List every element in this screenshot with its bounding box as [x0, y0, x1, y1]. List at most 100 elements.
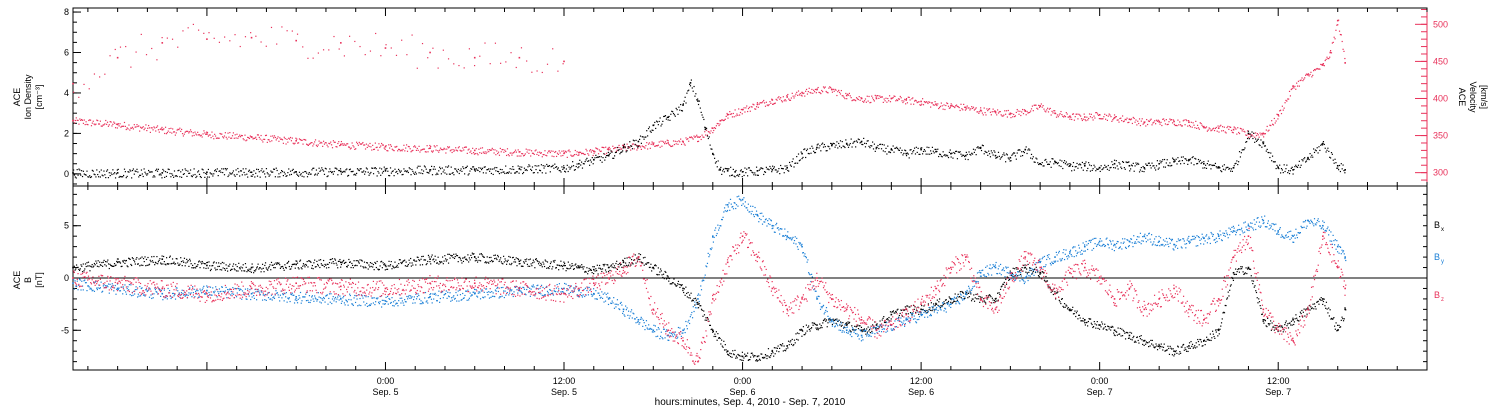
density-dot	[723, 171, 726, 173]
velocity-dot	[481, 147, 484, 149]
bx-dot	[1185, 350, 1188, 352]
bx-dot	[726, 351, 728, 353]
density-dot	[81, 170, 83, 172]
density-dot	[78, 168, 80, 170]
velocity-dot	[375, 146, 377, 149]
bx-dot	[1008, 278, 1011, 281]
density-dot	[746, 168, 748, 170]
velocity-dot	[1177, 119, 1179, 121]
bx-dot	[1169, 345, 1171, 347]
density-dot	[863, 137, 865, 140]
velocity-dot	[823, 87, 826, 89]
bx-dot	[229, 269, 232, 272]
density-point	[340, 170, 342, 173]
velocity-upper-dot	[302, 46, 304, 48]
density-dot	[1205, 167, 1208, 170]
density-dot	[397, 173, 399, 175]
velocity-dot	[589, 149, 592, 151]
velocity-dot	[1309, 73, 1311, 76]
bx-dot	[340, 266, 342, 268]
velocity-dot	[756, 102, 759, 104]
velocity-dot	[285, 143, 287, 145]
velocity-dot	[252, 138, 254, 140]
density-dot	[90, 176, 93, 178]
density-dot	[562, 168, 564, 170]
bx-dot	[495, 257, 497, 259]
density-dot	[1216, 167, 1218, 169]
bx-dot	[1026, 272, 1028, 274]
density-dot	[647, 135, 649, 137]
density-dot	[1135, 162, 1137, 164]
velocity-dot	[147, 127, 149, 129]
density-dot	[592, 163, 594, 165]
bx-dot	[1230, 284, 1232, 286]
bx-dot	[98, 266, 100, 268]
velocity-dot	[378, 143, 380, 145]
density-dot	[384, 168, 386, 170]
velocity-upper-point	[384, 47, 387, 49]
velocity-dot	[1126, 117, 1128, 119]
velocity-dot	[989, 111, 992, 113]
bx-dot	[772, 352, 774, 354]
velocity-dot	[649, 147, 651, 149]
bx-dot	[1005, 283, 1008, 285]
velocity-dot	[521, 152, 523, 155]
velocity-dot	[782, 96, 784, 98]
density-dot	[1291, 166, 1293, 168]
bx-dot	[1237, 268, 1239, 271]
velocity-dot	[113, 121, 115, 123]
bx-dot	[962, 292, 964, 294]
density-dot	[988, 153, 991, 155]
velocity-dot	[557, 153, 559, 155]
bx-dot	[898, 314, 900, 317]
bx-dot	[479, 253, 481, 255]
density-dot	[1284, 170, 1286, 173]
bx-dot	[401, 262, 403, 265]
density-dot	[1173, 159, 1175, 161]
density-dot	[346, 168, 348, 170]
velocity-dot	[1088, 113, 1091, 115]
bx-dot	[380, 261, 382, 263]
velocity-dot	[147, 124, 150, 127]
density-point	[429, 169, 431, 171]
bx-dot	[481, 254, 483, 256]
bx-dot	[579, 265, 581, 267]
velocity-dot	[565, 151, 567, 153]
density-dot	[1172, 158, 1175, 160]
bx-dot	[1199, 338, 1201, 341]
velocity-dot	[696, 134, 698, 136]
velocity-dot	[515, 151, 518, 153]
density-dot	[1246, 137, 1249, 140]
velocity-dot	[289, 136, 292, 139]
velocity-dot	[906, 102, 909, 104]
density-dot	[422, 172, 424, 175]
velocity-dot	[238, 135, 240, 138]
density-dot	[1230, 170, 1232, 172]
bx-dot	[662, 273, 665, 275]
density-dot	[1134, 165, 1136, 167]
density-dot	[937, 148, 939, 150]
velocity-dot	[1017, 110, 1019, 112]
velocity-dot	[914, 99, 917, 101]
density-dot	[780, 167, 783, 170]
bx-dot	[551, 268, 553, 270]
velocity-dot	[977, 111, 979, 113]
bx-dot	[805, 332, 807, 334]
velocity-dot	[79, 118, 81, 120]
density-dot	[822, 142, 824, 144]
density-dot	[1308, 158, 1310, 161]
bx-point	[295, 263, 297, 266]
velocity-upper-dot	[520, 47, 523, 49]
velocity-dot	[1190, 121, 1192, 123]
density-dot	[1145, 163, 1147, 165]
bx-dot	[857, 324, 859, 326]
bx-dot	[645, 263, 648, 265]
velocity-dot	[551, 155, 553, 157]
density-dot	[658, 120, 660, 123]
bx-dot	[589, 269, 591, 271]
bx-dot	[793, 339, 796, 341]
bx-dot	[728, 354, 730, 357]
density-dot	[148, 171, 151, 173]
velocity-dot	[237, 137, 239, 139]
velocity-upper-dot	[473, 64, 476, 67]
